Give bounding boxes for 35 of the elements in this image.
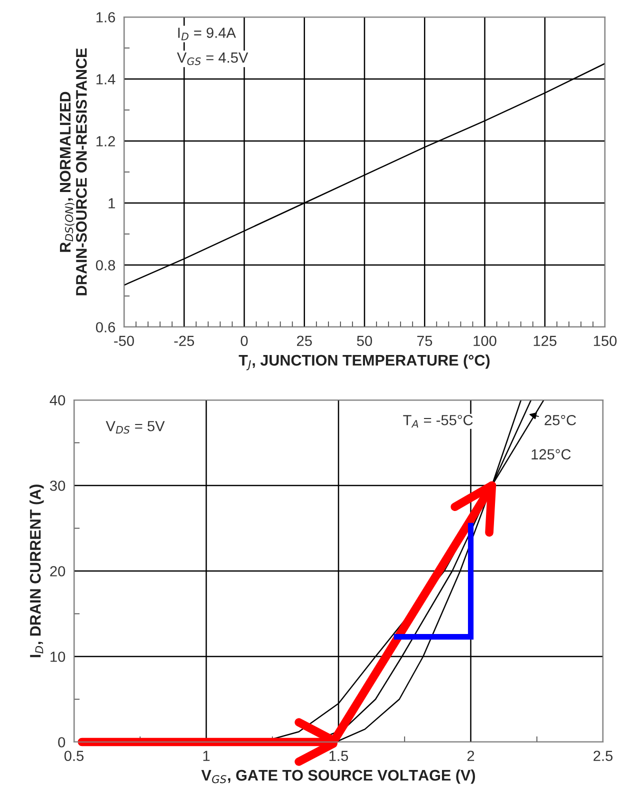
x-tick-label: 1 — [203, 750, 210, 761]
x-tick-label: 2.5 — [594, 750, 613, 762]
annotation: V$_{GS}$ = 4.5V — [176, 52, 248, 66]
annotation: I$_{D}$ = 9.4A — [178, 28, 236, 40]
y-tick-label: 1.6 — [96, 12, 116, 22]
y-tick-label: 10 — [50, 652, 66, 662]
x-tick-label: 2 — [467, 750, 474, 761]
x-tick-label: 75 — [417, 336, 432, 346]
series-label: 125°C — [532, 449, 571, 460]
y-tick-label: 1 — [108, 198, 115, 208]
x-tick-label: 50 — [356, 336, 372, 346]
y-tick-label: 0.6 — [96, 322, 116, 332]
y-tick-label: 30 — [50, 480, 66, 491]
x-axis-title: V$_{GS}$, GATE TO SOURCE VOLTAGE (V) — [201, 769, 475, 784]
y-tick-label: 1.4 — [96, 74, 116, 84]
x-tick-label: -50 — [114, 336, 134, 346]
x-tick-label: 25 — [297, 336, 312, 346]
y-tick-label: 20 — [50, 566, 66, 576]
x-tick-label: 125 — [534, 336, 556, 346]
legend-label: 25°C — [544, 414, 576, 426]
y-axis-title: R$_{DS(ON)}$, NORMALIZED DRAIN-SOURCE ON-RESISTANCE — [60, 48, 87, 296]
x-tick-label: 0.5 — [64, 750, 84, 762]
y-tick-label: 40 — [50, 395, 66, 406]
annotation: V$_{DS}$ = 5V — [106, 421, 165, 434]
x-tick-label: 100 — [474, 336, 496, 346]
text: T$_{A}$ = -55°C — [403, 414, 473, 428]
y-axis-title: I$_{D}$, DRAIN CURRENT (A) — [30, 484, 44, 658]
x-tick-label: 1.5 — [329, 750, 348, 762]
y-tick-label: 0 — [58, 737, 66, 748]
x-tick-label: 150 — [594, 336, 617, 346]
x-axis-title: T$_{J}$, JUNCTION TEMPERATURE (°C) — [238, 354, 490, 370]
y-tick-label: 1.2 — [96, 136, 115, 146]
x-tick-label: 0 — [240, 336, 248, 346]
x-tick-label: -25 — [174, 336, 194, 346]
y-tick-label: 0.8 — [96, 260, 116, 270]
